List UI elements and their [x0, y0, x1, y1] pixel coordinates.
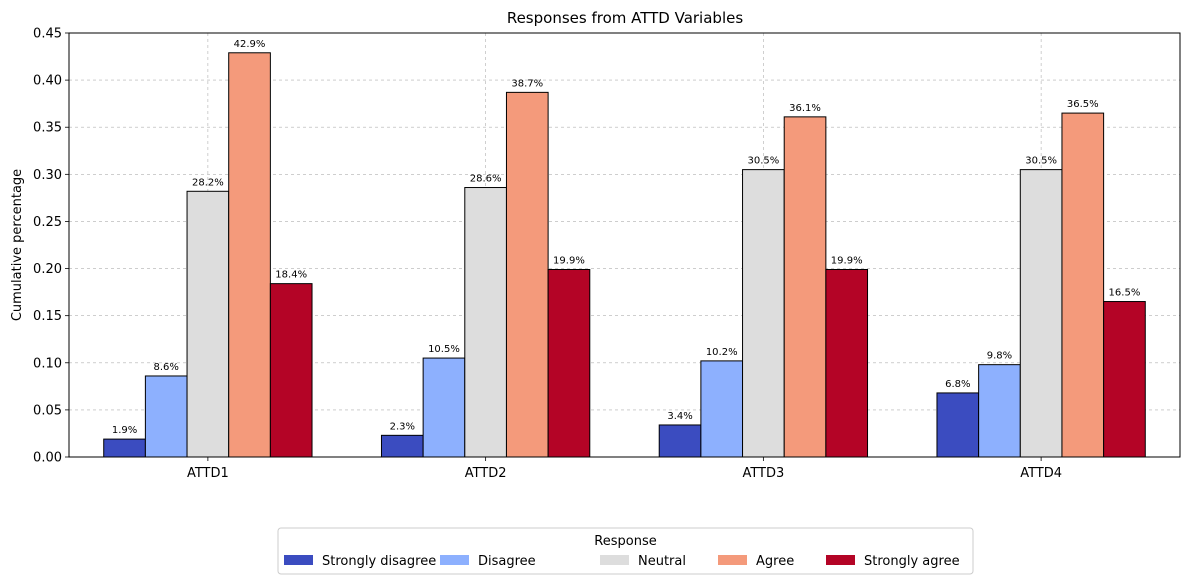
bar-disagree-attd1: [144, 375, 188, 458]
y-tick-label: 0.15: [33, 309, 62, 324]
bar-strongly-disagree-attd4: [936, 392, 980, 458]
y-tick-label: 0.25: [33, 215, 62, 230]
bar-strongly-agree-attd2: [547, 268, 591, 458]
bar-strongly-agree-attd4: [1103, 301, 1146, 458]
bar-neutral-attd4: [1019, 169, 1063, 458]
bar-value-label: 28.2%: [192, 177, 224, 188]
y-tick-label: 0.10: [33, 356, 62, 371]
legend-swatch: [718, 555, 747, 565]
bar-value-label: 42.9%: [234, 39, 266, 50]
legend-label: Strongly disagree: [322, 554, 436, 569]
y-tick-label: 0.45: [33, 27, 62, 42]
bar-value-label: 19.9%: [831, 255, 863, 266]
bar-value-label: 30.5%: [1025, 156, 1057, 167]
bar-neutral-attd1: [186, 190, 230, 458]
legend-swatch: [600, 555, 629, 565]
bar-value-label: 2.3%: [390, 421, 415, 432]
bar-value-label: 10.5%: [428, 344, 460, 355]
bars: [103, 52, 1146, 458]
bar-value-label: 6.8%: [945, 379, 970, 390]
legend-label: Neutral: [638, 554, 686, 569]
bar-value-label: 1.9%: [112, 425, 137, 436]
bar-value-label: 36.1%: [789, 103, 821, 114]
bar-value-label: 18.4%: [275, 270, 307, 281]
bar-value-label: 10.2%: [706, 347, 738, 358]
chart-title: Responses from ATTD Variables: [507, 9, 744, 27]
legend-label: Strongly agree: [864, 554, 960, 569]
y-tick-label: 0.40: [33, 74, 62, 89]
plot-frame: [68, 32, 1181, 458]
bar-neutral-attd2: [464, 187, 507, 458]
data-labels: 1.9% 2.3% 3.4% 6.8% 8.6% 10.5% 10.2% 9.8% 28.2% 2…: [112, 39, 1140, 436]
bar-value-label: 8.6%: [154, 362, 179, 373]
y-axis-label: Cumulative percentage: [10, 169, 25, 321]
y-tick-label: 0.00: [33, 451, 62, 466]
bar-value-label: 30.5%: [747, 156, 779, 167]
y-tick-label: 0.30: [33, 168, 62, 183]
legend-swatch: [440, 555, 469, 565]
bar-strongly-disagree-attd1: [103, 438, 146, 458]
bar-strongly-agree-attd3: [825, 268, 869, 458]
bar-agree-attd2: [505, 91, 549, 458]
bar-value-label: 16.5%: [1109, 288, 1141, 299]
x-tick-label: ATTD4: [1020, 466, 1062, 481]
axes: 0.00 0.05 0.10 0.15 0.20 0.25 0.30 0.35 0.40 0.45…: [33, 27, 1181, 481]
bar-strongly-disagree-attd3: [658, 424, 702, 458]
legend-title: Response: [594, 534, 656, 549]
bar-value-label: 36.5%: [1067, 99, 1099, 110]
bar-neutral-attd3: [742, 169, 785, 458]
y-tick-label: 0.20: [33, 262, 62, 277]
bar-agree-attd1: [228, 52, 271, 458]
x-tick-label: ATTD1: [187, 466, 229, 481]
y-tick-label: 0.35: [33, 121, 62, 136]
bar-disagree-attd4: [978, 364, 1021, 458]
bar-value-label: 9.8%: [987, 351, 1012, 362]
bar-agree-attd4: [1061, 112, 1105, 458]
legend-swatch: [826, 555, 855, 565]
y-tick-label: 0.05: [33, 403, 62, 418]
bar-strongly-agree-attd1: [269, 283, 313, 458]
bar-agree-attd3: [783, 116, 827, 458]
x-tick-label: ATTD3: [742, 466, 784, 481]
bar-strongly-disagree-attd2: [380, 434, 424, 458]
bar-value-label: 19.9%: [553, 255, 585, 266]
legend-swatch: [284, 555, 313, 565]
bar-disagree-attd2: [422, 357, 466, 458]
legend-label: Agree: [756, 554, 794, 569]
bar-disagree-attd3: [700, 360, 744, 458]
x-tick-label: ATTD2: [465, 466, 507, 481]
legend-label: Disagree: [478, 554, 536, 569]
legend: Response Strongly disagree Disagree Neutral…: [277, 527, 974, 575]
bar-value-label: 3.4%: [667, 411, 692, 422]
bar-value-label: 38.7%: [511, 78, 543, 89]
bar-value-label: 28.6%: [470, 174, 502, 185]
